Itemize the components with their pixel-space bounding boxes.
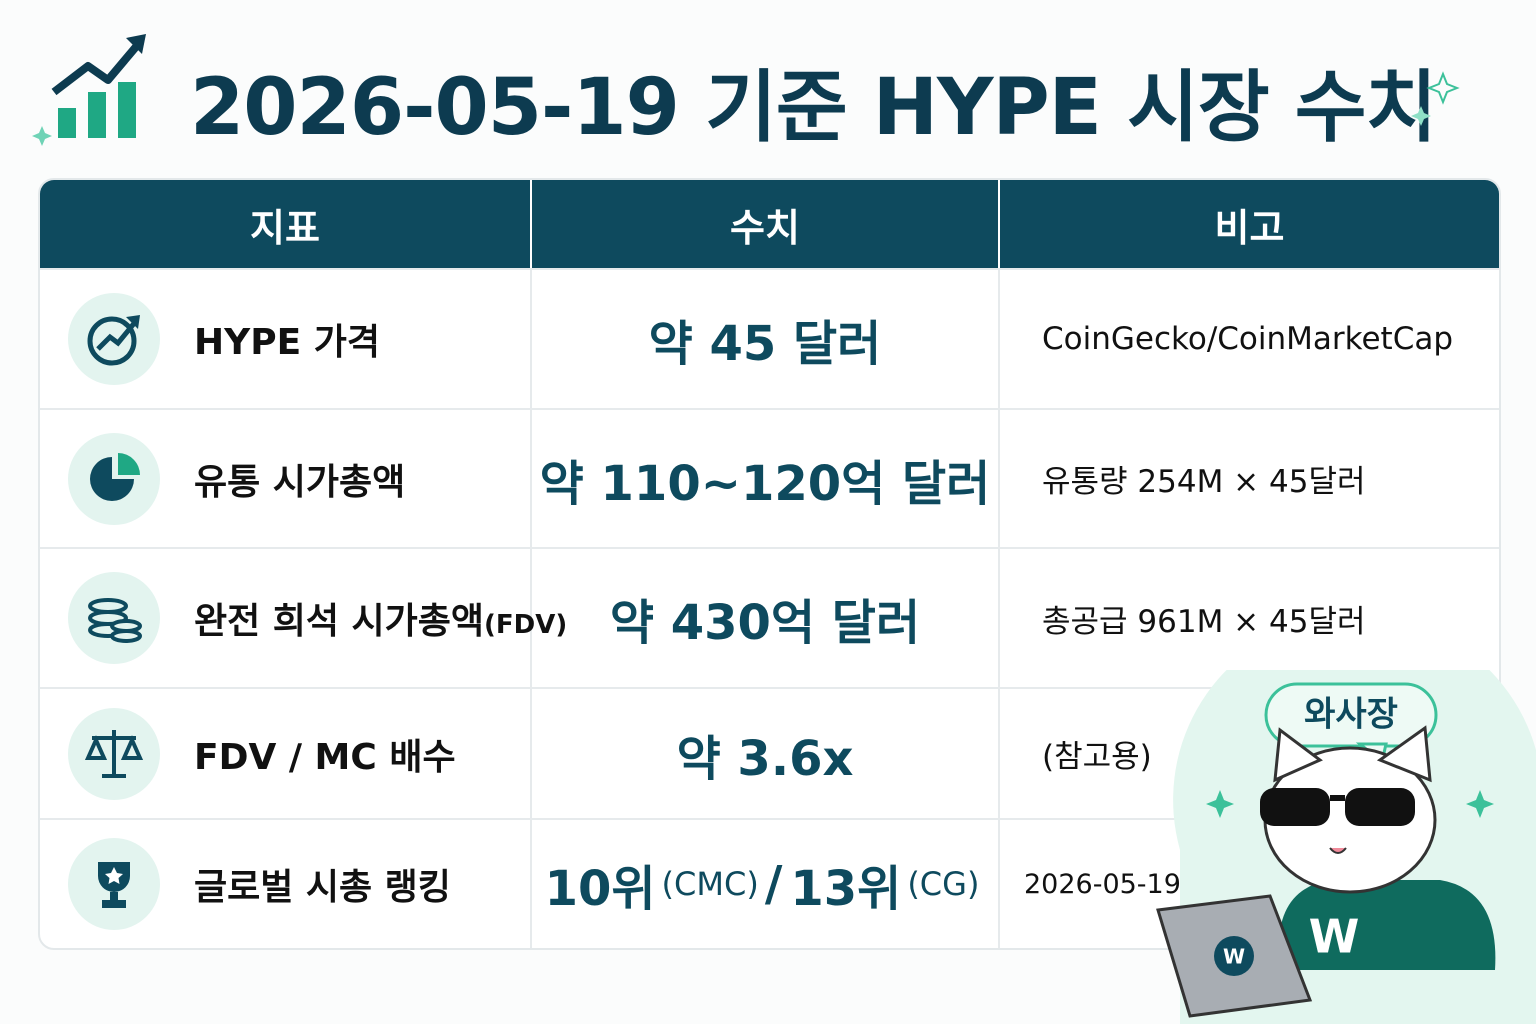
title: 2026-05-19 기준 HYPE 시장 수치 (190, 63, 1437, 153)
note-cell: 총공급 961M × 45달러 (1042, 603, 1366, 640)
label: 완전 희석 시가총액(FDV) (194, 592, 567, 644)
label-text: 완전 희석 시가총액 (194, 601, 485, 642)
value-cell: 약 430억 달러 (532, 549, 1000, 687)
note-cell: 유통량 254M × 45달러 (1042, 464, 1366, 500)
chart-icon (32, 34, 146, 146)
table-row: HYPE 가격 약 45 달러 CoinGecko/CoinMarketCap (40, 268, 1499, 408)
value-part: 10위 (544, 861, 656, 917)
value-cell: 약 45 달러 (532, 270, 1000, 408)
mascot: 와사장 W W (1156, 670, 1536, 1024)
value-part: (CMC) (661, 865, 759, 903)
label: FDV / MC 배수 (194, 736, 456, 778)
table-row: 글로벌 시총 랭킹 10위 (CMC) / 13위 (CG) 2026-05-1… (40, 818, 1499, 948)
icon (68, 707, 160, 800)
label-cell: 글로벌 시총 랭킹 (40, 820, 532, 948)
header-cell: 수치 (532, 180, 1000, 268)
header-cell: 지표 (40, 180, 532, 268)
icon (68, 432, 160, 525)
icon (68, 838, 160, 930)
table-row: 완전 희석 시가총액(FDV) 약 430억 달러 총공급 961M × 45달… (40, 547, 1499, 687)
label-cell: 완전 희석 시가총액(FDV) (40, 549, 567, 687)
table-row: FDV / MC 배수 약 3.6x (참고용) (40, 687, 1499, 818)
mascot-name: 와사장 (1304, 695, 1398, 735)
sparkles (1411, 71, 1460, 126)
table-row: 유통 시가총액 약 110~120억 달러 유통량 254M × 45달러 (40, 408, 1499, 547)
value-cell: 약 3.6x (532, 689, 1000, 818)
value-part: (CG) (907, 865, 980, 903)
label-cell: 유통 시가총액 (40, 410, 532, 547)
label-cell: FDV / MC 배수 (40, 689, 532, 818)
value-part: 13위 (790, 861, 902, 917)
label: HYPE 가격 (194, 322, 380, 363)
note-cell: CoinGecko/CoinMarketCap (1042, 321, 1454, 357)
icon (68, 572, 160, 664)
note-cell: 2026-05-19 (1024, 868, 1181, 900)
label: 유통 시가총액 (194, 461, 406, 503)
table-header: 지표 수치 비고 (40, 180, 1499, 268)
hoodie-logo: W (1309, 910, 1360, 964)
laptop-logo: W (1223, 945, 1245, 969)
icon (68, 293, 160, 385)
header-cell: 비고 (1214, 205, 1285, 250)
value-cell: 약 110~120억 달러 (532, 410, 1000, 547)
value-cell: 10위 (CMC) / 13위 (CG) (532, 820, 1000, 948)
note-cell: (참고용) (1042, 739, 1152, 775)
value-part: / (764, 856, 783, 912)
label-suffix: (FDV) (484, 610, 568, 640)
label: 글로벌 시총 랭킹 (194, 867, 451, 908)
label-cell: HYPE 가격 (40, 270, 532, 408)
